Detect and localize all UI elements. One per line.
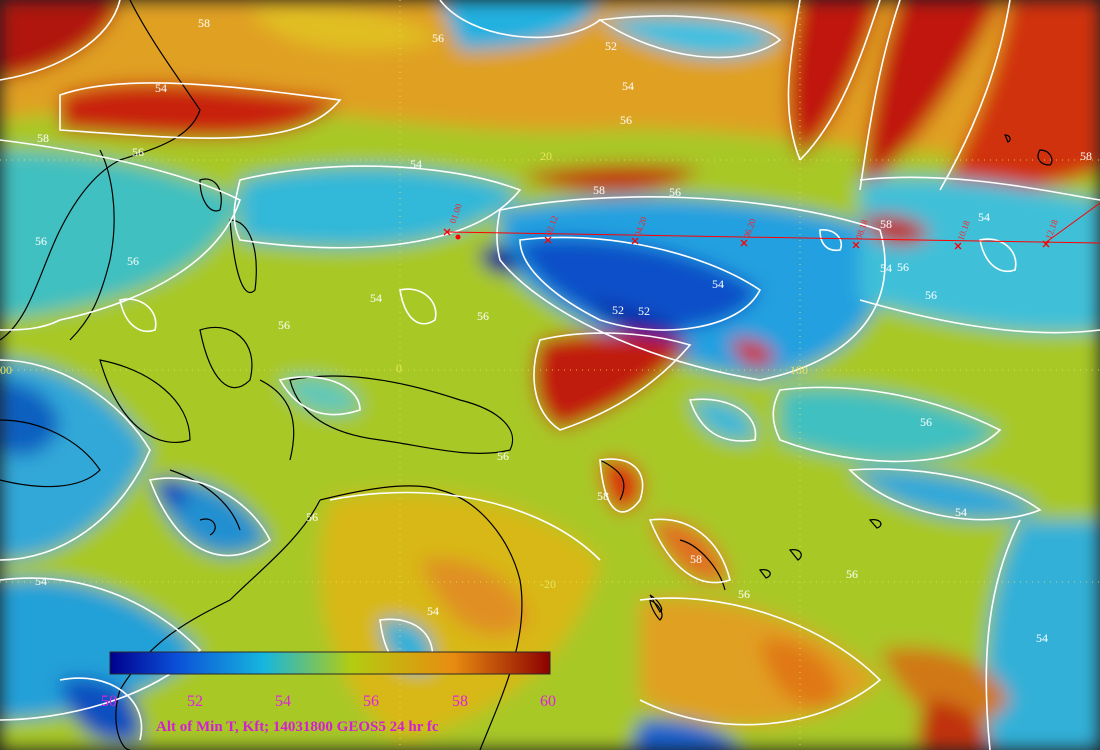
colorbar-tick-label: 52 [187, 693, 203, 710]
coastlines [0, 0, 1053, 750]
contour-label: 58 [593, 183, 605, 197]
contour-label: 54 [1036, 631, 1048, 645]
colorbar-tick-label: 60 [540, 693, 556, 710]
longitude-label-100: 00 [0, 363, 12, 377]
contour-labels: 58 56 54 52 56 54 56 58 56 54 52 54 56 5… [35, 16, 1092, 645]
contour-label: 56 [477, 309, 489, 323]
colorbar-tick-label: 58 [452, 693, 468, 710]
contour-label: 54 [978, 210, 990, 224]
contour-label: 54 [880, 261, 892, 275]
contour-label: 56 [35, 234, 47, 248]
track-marker [954, 242, 962, 250]
contour-label: 56 [432, 31, 444, 45]
track-marker [1042, 240, 1050, 248]
track-markers [443, 228, 1050, 250]
colorbar-tick-label: 56 [363, 693, 379, 710]
contour-label: 58 [1080, 149, 1092, 163]
contour-label: 52 [638, 304, 650, 318]
track-marker [544, 236, 552, 244]
contour-label: 56 [669, 185, 681, 199]
contour-label: 56 [738, 587, 750, 601]
contour-label: 58 [597, 489, 609, 503]
map-caption: Alt of Min T, Kft; 14031800 GEOS5 24 hr … [156, 719, 439, 735]
contour-label: 54 [410, 157, 422, 171]
contour-label: 56 [846, 567, 858, 581]
track-marker [740, 239, 748, 247]
contour-label: 56 [920, 415, 932, 429]
contour-label: 54 [712, 277, 724, 291]
colorbar: 50 52 54 56 58 60 [101, 651, 556, 710]
contour-label: 56 [925, 288, 937, 302]
latitude-label-20s: -20 [540, 577, 556, 591]
contour-label: 58 [37, 131, 49, 145]
contour-label: 56 [132, 145, 144, 159]
contour-label: 56 [127, 254, 139, 268]
contour-label: 54 [155, 81, 167, 95]
contour-label: 56 [497, 449, 509, 463]
track-marker [852, 241, 860, 249]
contour-label: 54 [622, 79, 634, 93]
colorbar-tick-label: 54 [275, 693, 291, 710]
contour-label: 58 [198, 16, 210, 30]
contour-label: 54 [427, 604, 439, 618]
latitude-label-0: 0 [396, 361, 402, 375]
longitude-label-180: 180 [790, 363, 808, 377]
track-marker [631, 237, 639, 245]
latitude-label-20n: 20 [540, 149, 552, 163]
contour-label: 58 [880, 217, 892, 231]
contour-label: 56 [278, 318, 290, 332]
contour-label: 56 [620, 113, 632, 127]
contour-label: 56 [306, 510, 318, 524]
colorbar-gradient [109, 651, 551, 675]
colorbar-tick-label: 50 [101, 693, 117, 710]
track-start-dot [455, 234, 461, 240]
contour-label: 54 [35, 574, 47, 588]
track-marker [443, 228, 451, 236]
contour-label: 54 [955, 505, 967, 519]
contour-label: 54 [370, 291, 382, 305]
contour-label: 58 [690, 552, 702, 566]
grid-labels: 20 0 180 -20 00 [0, 149, 808, 591]
contour-label: 52 [612, 303, 624, 317]
contour-label: 52 [605, 39, 617, 53]
contour-label: 56 [897, 260, 909, 274]
